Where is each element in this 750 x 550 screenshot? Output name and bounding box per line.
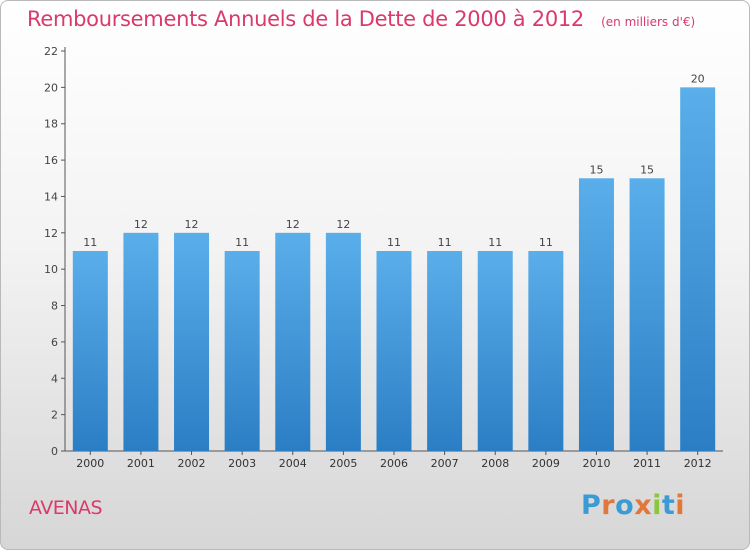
bar xyxy=(376,251,412,451)
logo-letter: o xyxy=(615,490,635,521)
bar-value-label: 12 xyxy=(286,218,300,231)
logo-letter: t xyxy=(661,490,676,521)
bar-value-label: 15 xyxy=(640,163,654,176)
chart-title-block: Remboursements Annuels de la Dette de 20… xyxy=(27,7,695,31)
x-tick-label: 2002 xyxy=(178,457,206,470)
bar-value-label: 11 xyxy=(235,236,249,249)
logo-letter: r xyxy=(601,490,616,521)
bar xyxy=(629,178,665,452)
y-tick-label: 0 xyxy=(51,445,58,458)
chart-bars xyxy=(72,87,716,452)
y-tick-label: 18 xyxy=(44,118,58,131)
bar-value-label: 11 xyxy=(83,236,97,249)
bar xyxy=(72,251,108,451)
x-tick-label: 2003 xyxy=(228,457,256,470)
chart-value-labels: 11 12 12 11 12 12 11 11 11 11 15 15 20 xyxy=(83,72,704,249)
bar-value-label: 12 xyxy=(185,218,199,231)
chart-unit-label: (en milliers d'€) xyxy=(601,15,696,29)
y-tick-label: 6 xyxy=(51,336,58,349)
logo-letter: i xyxy=(675,490,686,521)
y-tick-label: 10 xyxy=(44,263,58,276)
bar xyxy=(123,232,159,451)
y-tick-label: 14 xyxy=(44,190,58,203)
bar-value-label: 11 xyxy=(539,236,553,249)
bar xyxy=(224,251,260,451)
y-tick-label: 4 xyxy=(51,372,58,385)
y-tick-label: 2 xyxy=(51,409,58,422)
proxiti-logo: Proxiti xyxy=(581,490,685,521)
chart-axes: 0 2 4 6 8 10 12 14 16 18 20 22 2000 2001 2002 2003 2004 2… xyxy=(44,45,723,470)
bar xyxy=(427,251,463,451)
bar xyxy=(174,232,210,451)
y-tick-label: 22 xyxy=(44,45,58,58)
bar-value-label: 12 xyxy=(134,218,148,231)
x-tick-label: 2006 xyxy=(380,457,408,470)
x-tick-label: 2004 xyxy=(279,457,307,470)
x-tick-label: 2008 xyxy=(481,457,509,470)
logo-letter: x xyxy=(634,490,653,521)
x-tick-label: 2009 xyxy=(532,457,560,470)
x-tick-label: 2010 xyxy=(582,457,610,470)
y-tick-label: 12 xyxy=(44,227,58,240)
bar-value-label: 11 xyxy=(488,236,502,249)
bar xyxy=(528,251,564,451)
logo-letter: i xyxy=(652,490,662,521)
y-tick-label: 16 xyxy=(44,154,58,167)
x-tick-label: 2007 xyxy=(431,457,459,470)
x-tick-label: 2011 xyxy=(633,457,661,470)
bar-value-label: 11 xyxy=(387,236,401,249)
bar xyxy=(275,232,311,451)
bar xyxy=(477,251,513,451)
bar xyxy=(680,87,716,451)
x-tick-label: 2000 xyxy=(76,457,104,470)
x-tick-label: 2001 xyxy=(127,457,155,470)
bar-value-label: 12 xyxy=(336,218,350,231)
bar xyxy=(578,178,614,452)
x-tick-label: 2005 xyxy=(329,457,357,470)
logo-letter: P xyxy=(581,490,602,521)
bar-value-label: 20 xyxy=(691,72,705,85)
bar-value-label: 15 xyxy=(589,163,603,176)
bar xyxy=(325,232,361,451)
x-tick-label: 2012 xyxy=(684,457,712,470)
y-tick-label: 20 xyxy=(44,81,58,94)
chart-title: Remboursements Annuels de la Dette de 20… xyxy=(27,7,584,31)
y-tick-label: 8 xyxy=(51,300,58,313)
location-label: AVENAS xyxy=(29,497,103,519)
bar-value-label: 11 xyxy=(438,236,452,249)
